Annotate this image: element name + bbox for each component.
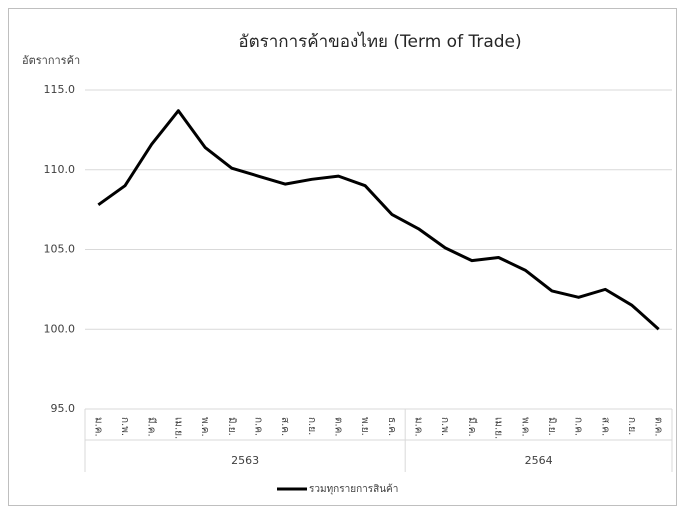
x-tick-label: ม.ค.	[92, 417, 103, 437]
x-tick-label: ก.ค.	[252, 417, 263, 436]
x-tick-label: ธ.ค.	[386, 417, 397, 436]
x-tick-label: ม.ค.	[413, 417, 424, 437]
group-label: 2563	[231, 454, 259, 467]
y-tick-label: 95.0	[51, 402, 76, 415]
chart-title: อัตราการค้าของไทย (Term of Trade)	[238, 31, 521, 52]
line-series	[97, 109, 660, 331]
x-tick-label: มี.ค.	[146, 417, 158, 437]
chart-border	[8, 8, 677, 506]
x-tick-label: ก.ย.	[626, 417, 637, 435]
y-axis-label: อัตราการค้า	[22, 54, 80, 67]
x-tick-label: พ.ย.	[359, 417, 370, 436]
x-tick-label: ก.ย.	[306, 417, 317, 435]
x-tick-label: ต.ค.	[332, 417, 343, 437]
y-tick-label: 105.0	[44, 243, 76, 256]
y-tick-label: 100.0	[44, 322, 76, 335]
legend-label: รวมทุกรายการสินค้า	[309, 483, 398, 495]
x-tick-label: ก.พ.	[119, 417, 130, 436]
y-tick-label: 110.0	[44, 163, 76, 176]
x-tick-label: เม.ย.	[493, 417, 504, 439]
group-label: 2564	[525, 454, 553, 467]
x-tick-label: ก.ค.	[573, 417, 584, 436]
x-tick-label: ต.ค.	[653, 417, 664, 437]
x-tick-label: มี.ค.	[466, 417, 478, 437]
x-tick-label: เม.ย.	[172, 417, 183, 439]
x-tick-label: พ.ค.	[199, 417, 210, 437]
x-tick-label: ส.ค.	[599, 417, 610, 436]
x-tick-label: ก.พ.	[439, 417, 450, 436]
x-tick-label: ส.ค.	[279, 417, 290, 436]
x-tick-label: มิ.ย.	[546, 417, 557, 436]
y-tick-label: 115.0	[44, 83, 76, 96]
x-tick-label: มิ.ย.	[226, 417, 237, 436]
x-tick-label: พ.ค.	[519, 417, 530, 437]
